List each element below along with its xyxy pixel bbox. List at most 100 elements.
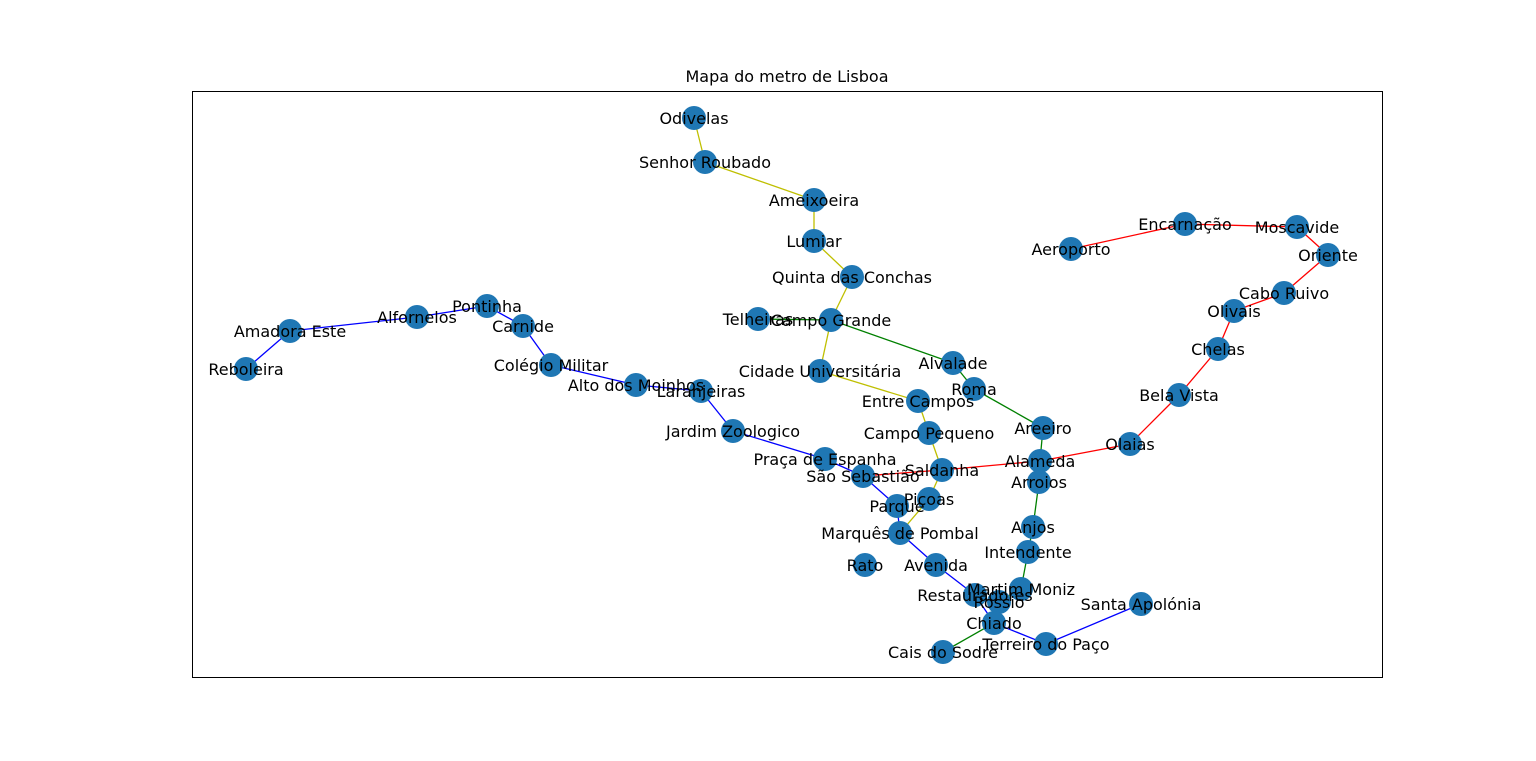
station-labels: Odivelas Senhor Roubado Ameixoeira Lumiar Qu… [208,109,1358,662]
station-label-lumiar: Lumiar [786,232,842,251]
station-label-aeroporto: Aeroporto [1031,240,1110,259]
station-label-arroios: Arroios [1011,473,1067,492]
station-label-chelas: Chelas [1191,340,1245,359]
station-node-campo-pequeno [917,421,941,445]
station-node-reboleira [234,357,258,381]
green-line-segment-campo-grande-alvalade [830,319,954,364]
station-label-pontinha: Pontinha [452,297,522,316]
station-node-parque [885,494,909,518]
station-node-entre-campos [906,389,930,413]
station-node-alvalade [941,351,965,375]
station-label-alameda: Alameda [1005,452,1076,471]
station-node-bela-vista [1167,383,1191,407]
station-node-roma [962,377,986,401]
station-label-campo-pequeno: Campo Pequeno [864,424,995,443]
station-label-moscavide: Moscavide [1255,218,1339,237]
station-label-laranjeiras: Laranjeiras [657,382,746,401]
station-node-baixa-chiado [982,611,1006,635]
station-label-colegio-militar: Colégio Militar [494,356,609,375]
station-label-entre-campos: Entre Campos [862,392,975,411]
station-node-alto-dos-moinhos [624,373,648,397]
station-node-areeiro [1031,416,1055,440]
station-label-martim-moniz: Martim Moniz [967,580,1075,599]
station-node-moscavide [1285,215,1309,239]
station-node-laranjeiras [689,379,713,403]
red-line-segment-encarnacao-moscavide [1184,223,1298,228]
station-node-restauradores [963,583,987,607]
red-line-segment-olaias-alameda [1039,443,1131,462]
station-node-odivelas [682,106,706,130]
station-node-pontinha [475,294,499,318]
station-node-intendente [1016,540,1040,564]
red-line-segment-aeroporto-encarnacao [1070,223,1186,250]
station-node-carnide [511,314,535,338]
station-label-saldanha: Saldanha [905,461,979,480]
station-node-quinta-das-conchas [840,265,864,289]
plot-frame [192,91,1383,678]
green-line-segment-roma-areeiro [973,388,1044,429]
station-label-cais-do-sodre: Cais do Sodre [888,643,998,662]
yellow-line-segment-senhor-roubado-ameixoeira [704,161,815,201]
green-line-segment-telheiras-campo-grande [757,318,832,321]
station-label-intendente: Intendente [984,543,1071,562]
station-label-senhor-roubado: Senhor Roubado [639,153,771,172]
station-node-cidade-universitaria [808,359,832,383]
blue-line-segment-jardim-zoologico-praca-de-espanha [732,430,826,460]
station-node-jardim-zoologico [721,419,745,443]
station-label-oriente: Oriente [1298,246,1358,265]
station-label-rato: Rato [847,556,884,575]
station-node-rossio [987,590,1011,614]
station-node-picoas [917,487,941,511]
station-label-santa-apolonia: Santa Apolónia [1081,595,1202,614]
station-label-sao-sebastiao: São Sebastião [806,467,919,486]
station-node-cabo-ruivo [1272,281,1296,305]
station-label-baixa-chiado: Chiado [966,614,1022,633]
station-label-odivelas: Odivelas [659,109,728,128]
chart-title: Mapa do metro de Lisboa [685,67,888,86]
yellow-line-segment-cidade-universitaria-entre-campos [819,370,919,402]
blue-line-segment-amadora-este-alfornelos [289,316,418,332]
station-label-bela-vista: Bela Vista [1139,386,1219,405]
station-label-campo-grande: Campo Grande [771,311,892,330]
station-nodes [234,106,1340,664]
station-label-terreiro-do-paco: Terreiro do Paço [981,635,1109,654]
station-node-olivais [1222,299,1246,323]
station-label-parque: Parque [869,497,924,516]
station-node-saldanha [930,458,954,482]
station-node-rato [853,553,877,577]
station-label-picoas: Picoas [904,490,954,509]
station-label-roma: Roma [951,380,997,399]
station-node-marques-de-pombal [888,521,912,545]
blue-line-segment-colegio-militar-alto-dos-moinhos [550,364,637,386]
station-label-reboleira: Reboleira [208,360,283,379]
station-label-olaias: Olaias [1105,435,1154,454]
station-label-marques-de-pombal: Marquês de Pombal [821,524,978,543]
red-line-segment-alameda-saldanha [941,460,1041,471]
station-node-senhor-roubado [693,150,717,174]
station-node-campo-grande [819,308,843,332]
station-node-cais-do-sodre [931,640,955,664]
station-label-praca-de-espanha: Praça de Espanha [753,450,896,469]
station-label-cabo-ruivo: Cabo Ruivo [1239,284,1329,303]
station-node-amadora-este [278,319,302,343]
station-node-ameixoeira [802,188,826,212]
blue-line-segment-terreiro-do-paco-santa-apolonia [1045,603,1142,645]
station-label-jardim-zoologico: Jardim Zoologico [665,422,800,441]
station-node-avenida [924,553,948,577]
station-node-terreiro-do-paco [1034,632,1058,656]
station-label-amadora-este: Amadora Este [234,322,346,341]
station-label-alvalade: Alvalade [919,354,988,373]
station-node-anjos [1021,515,1045,539]
station-label-restauradores: Restauradores [917,586,1033,605]
station-node-lumiar [802,229,826,253]
station-node-sao-sebastiao [851,464,875,488]
station-node-arroios [1027,470,1051,494]
station-label-alto-dos-moinhos: Alto dos Moinhos [568,376,704,395]
station-node-alfornelos [405,305,429,329]
red-line-segment-saldanha-sao-sebastiao [862,469,943,477]
station-node-telheiras [746,307,770,331]
station-node-olaias [1118,432,1142,456]
station-label-rossio: Rossio [973,593,1024,612]
station-label-quinta-das-conchas: Quinta das Conchas [772,268,932,287]
